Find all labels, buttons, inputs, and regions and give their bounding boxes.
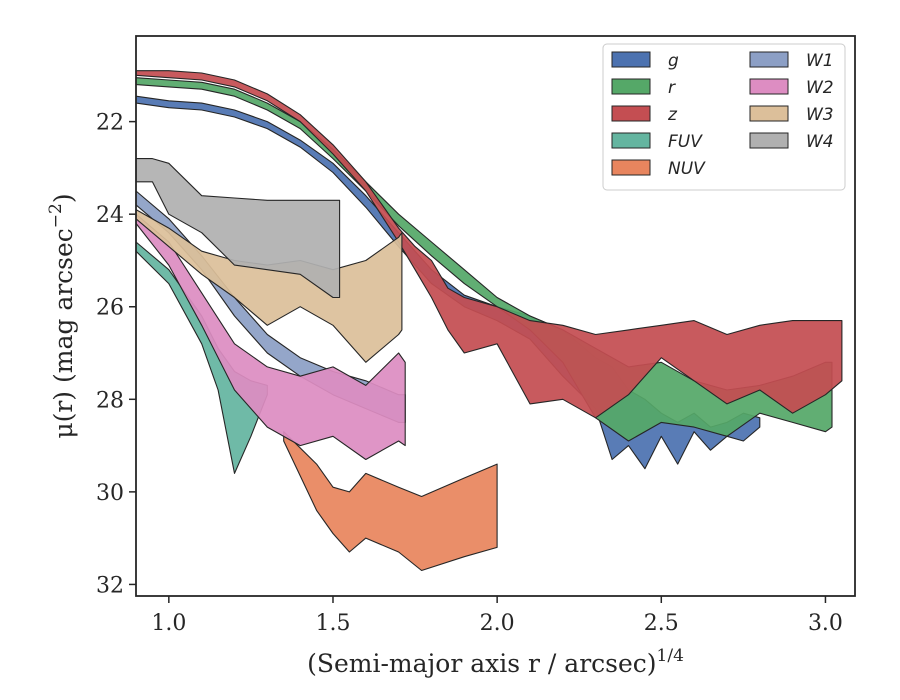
legend-label-r: r [668,78,676,98]
legend-swatch-nuv [611,159,651,176]
data-bands [135,70,843,572]
legend-swatch-w4 [749,132,789,149]
x-axis-label-exponent: 1/4 [657,646,684,666]
axis-ticks: 1.0 1.5 2.0 2.5 3.0 22 24 26 28 30 32 [96,111,843,636]
legend-swatch-w2 [749,78,789,95]
band-w2 [135,213,406,461]
y-tick-label: 32 [96,573,124,598]
legend-label-w1: W1 [806,51,834,71]
band-z [135,70,843,419]
x-tick-label: 2.5 [644,611,679,636]
legend-label-w3: W3 [806,105,834,125]
legend-label-g: g [668,51,679,71]
legend-swatch-z [611,105,651,122]
y-axis-label-exponent: −2 [46,203,66,228]
y-tick-label: 24 [96,203,124,228]
x-tick-label: 2.0 [480,611,515,636]
band-r [135,77,833,442]
legend-swatch-w1 [749,51,789,68]
legend-label-w4: W4 [806,132,834,152]
x-tick-label: 3.0 [808,611,843,636]
legend-label-fuv: FUV [668,132,703,152]
y-tick-label: 30 [96,481,124,506]
y-tick-label: 22 [96,111,124,136]
y-axis-label: μ(r) (mag arcsec−2) [46,193,78,438]
legend: grz FUV NUV W1 W2 W3 W4 [602,43,846,191]
y-tick-label: 26 [96,296,124,321]
x-tick-label: 1.5 [315,611,350,636]
x-axis-label: (Semi-major axis r / arcsec)1/4 [307,646,684,678]
legend-swatch-w3 [749,105,789,122]
legend-label-z: z [667,105,678,125]
band-w4 [135,158,341,299]
y-tick-label: 28 [96,388,124,413]
band-nuv [283,431,498,572]
legend-swatch-fuv [611,132,651,149]
y-axis-label-suffix: ) [49,193,78,203]
legend-label-w2: W2 [806,78,834,98]
legend-swatch-g [611,51,651,68]
x-axis-label-text: (Semi-major axis r / arcsec) [307,649,656,678]
legend-swatch-r [611,78,651,95]
plot-frame [135,35,856,597]
x-tick-label: 1.0 [151,611,186,636]
legend-label-nuv: NUV [668,159,706,179]
y-axis-label-text: μ(r) (mag arcsec [49,228,78,438]
